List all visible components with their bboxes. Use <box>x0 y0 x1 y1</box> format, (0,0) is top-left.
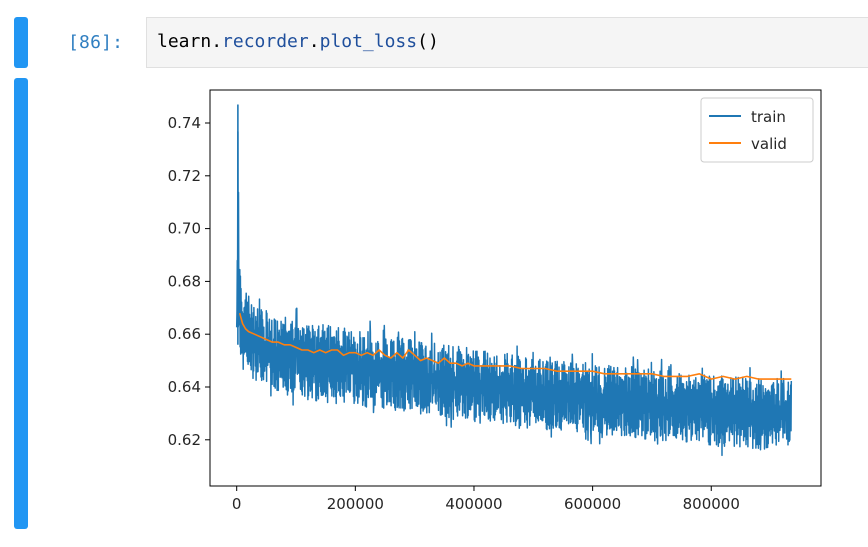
plot-border <box>209 89 822 487</box>
x-tick-label: 600000 <box>564 495 621 513</box>
code-parens: () <box>417 31 439 52</box>
input-prompt: [86]: <box>68 32 124 53</box>
plot-clip-group <box>235 104 793 457</box>
y-tick-label: 0.64 <box>168 378 201 396</box>
code-dot: . <box>308 31 320 52</box>
code-object: learn <box>157 31 212 52</box>
code-editor[interactable]: learn.recorder.plot_loss() <box>146 17 868 68</box>
y-axis: 0.62 0.64 0.66 0.68 0.70 0.72 0.74 <box>168 114 210 449</box>
input-cell-indicator[interactable] <box>14 17 28 68</box>
y-tick-label: 0.70 <box>168 220 201 238</box>
legend-box <box>700 97 814 163</box>
plot-frame <box>209 89 822 487</box>
x-tick-label: 800000 <box>683 495 740 513</box>
y-tick-label: 0.62 <box>168 431 201 449</box>
x-tick-label: 200000 <box>327 495 384 513</box>
x-tick-label: 400000 <box>445 495 502 513</box>
y-tick-label: 0.66 <box>168 325 201 343</box>
x-tick-label: 0 <box>232 495 242 513</box>
plot-marks <box>235 104 793 457</box>
code-attribute-plot-loss: plot_loss <box>319 31 418 52</box>
legend-label-train: train <box>751 108 786 126</box>
x-axis: 0 200000 400000 600000 800000 <box>232 486 740 513</box>
code-line[interactable]: learn.recorder.plot_loss() <box>157 31 439 52</box>
output-cell-indicator[interactable] <box>14 78 28 529</box>
legend-label-valid: valid <box>751 135 787 153</box>
y-tick-label: 0.68 <box>168 272 201 290</box>
train-loss-line <box>235 131 793 457</box>
valid-loss-line <box>238 312 792 380</box>
loss-plot: 0 200000 400000 600000 800000 0.620.640.660.… <box>168 89 822 513</box>
code-dot: . <box>211 31 223 52</box>
y-tick-label: 0.72 <box>168 167 201 185</box>
y-tick-label: 0.74 <box>168 114 201 132</box>
legend: train valid <box>700 97 814 163</box>
code-attribute-recorder: recorder <box>222 31 309 52</box>
